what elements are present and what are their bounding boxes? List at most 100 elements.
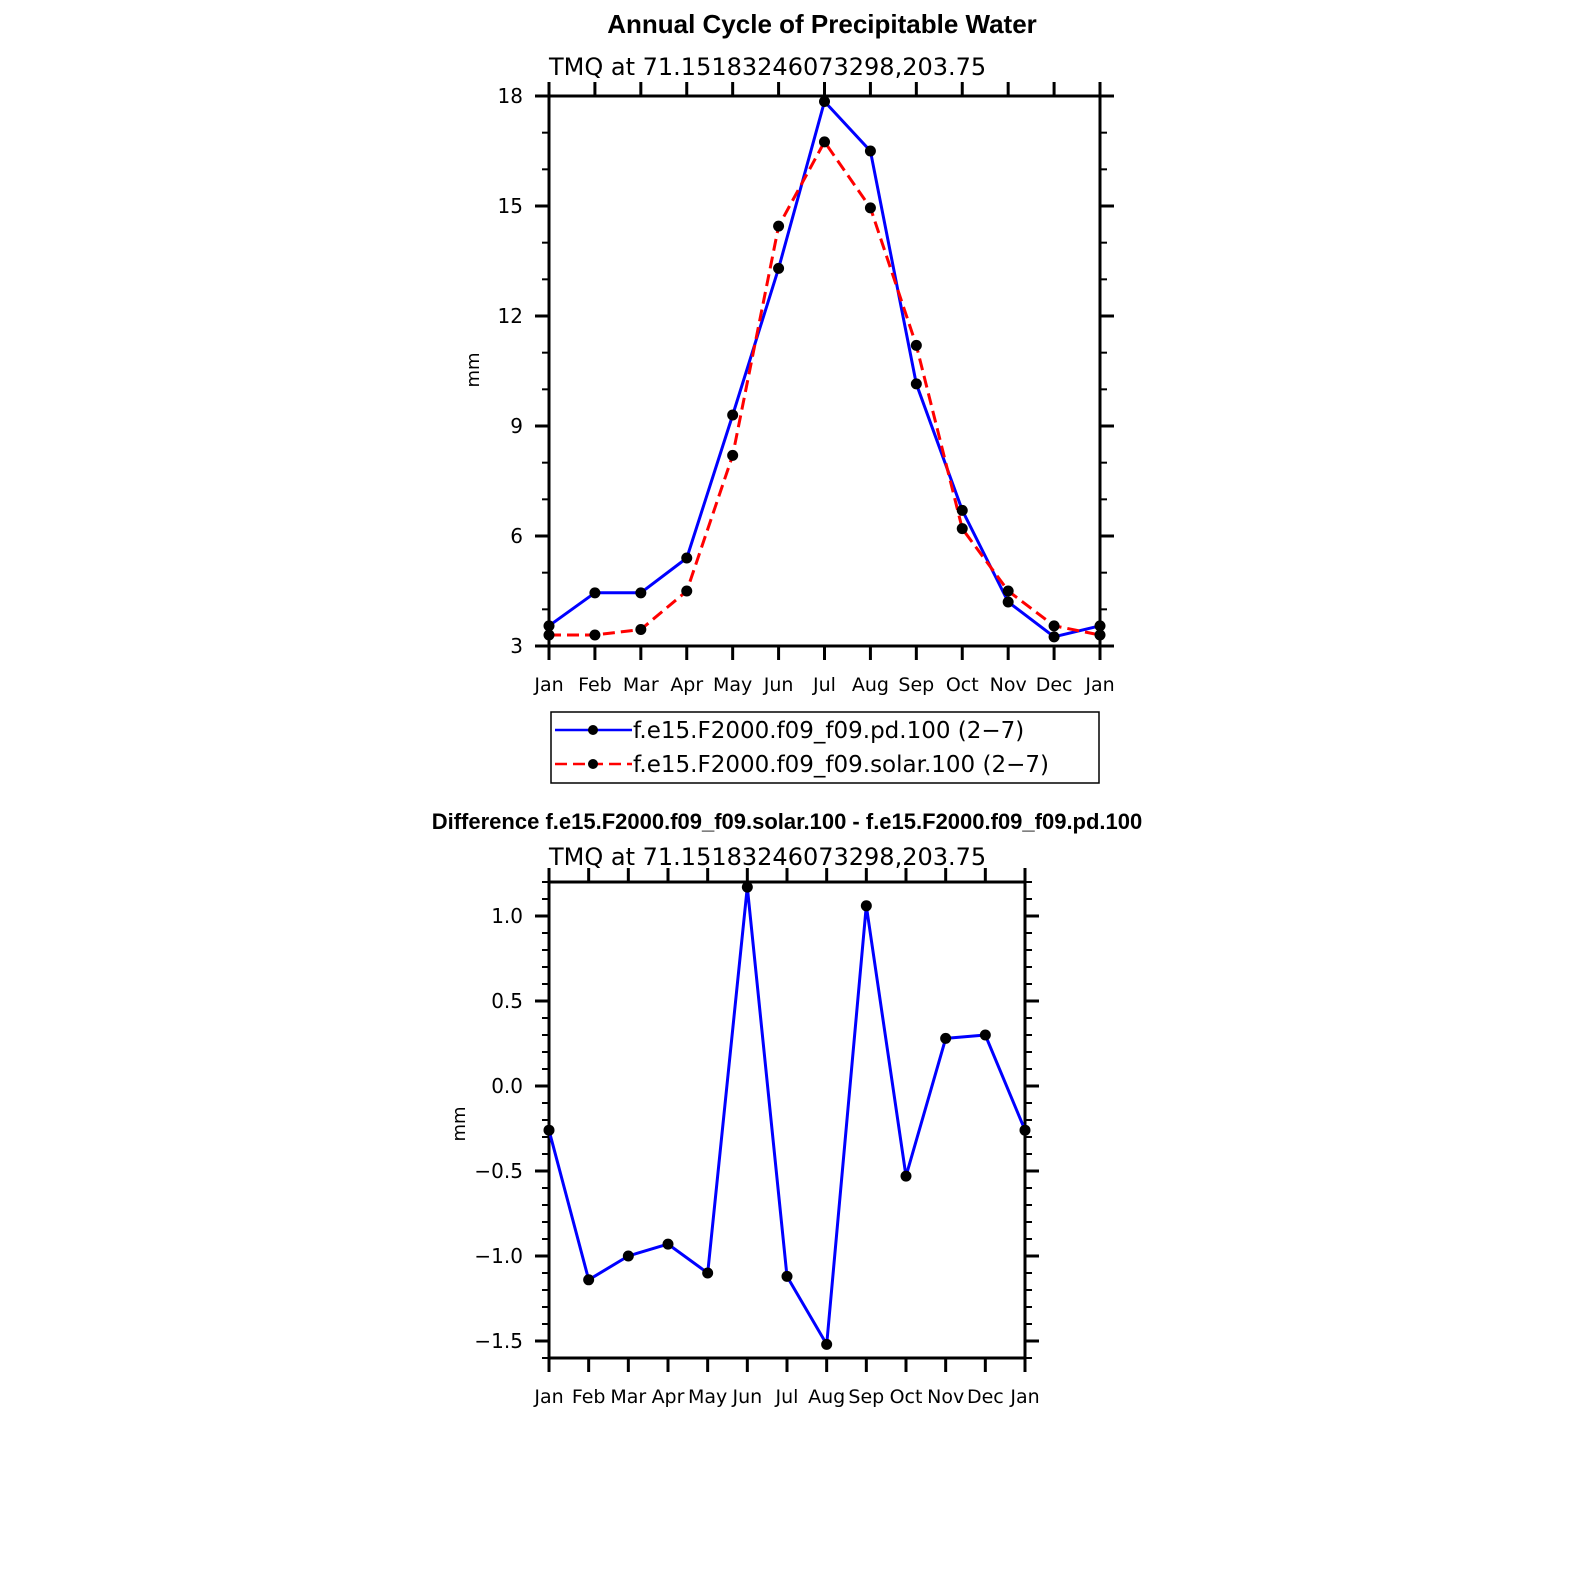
plot-frame (547, 94, 1102, 648)
y-tick-label: 0.0 (491, 1074, 523, 1098)
x-tick-label: Nov (927, 1386, 964, 1408)
x-tick-label: Oct (890, 1386, 923, 1408)
data-point (543, 629, 555, 641)
y-tick-label: 1.0 (491, 904, 523, 928)
legend-marker-pd (588, 725, 598, 735)
y-axis-label: mm (463, 352, 484, 387)
data-point (900, 1170, 912, 1182)
y-tick-label: 3 (510, 634, 523, 658)
legend-marker-solar (588, 759, 598, 769)
data-point (622, 1250, 634, 1262)
data-point (821, 1338, 833, 1350)
data-point (956, 523, 968, 535)
data-point (543, 620, 555, 632)
y-axis-label: mm (449, 1106, 470, 1141)
legend-entry-pd: f.e15.F2000.f09_f09.pd.100 (2−7) (555, 718, 1024, 744)
data-point (681, 552, 693, 564)
data-point (741, 881, 753, 893)
x-tick-label: Feb (572, 1386, 606, 1408)
data-point (583, 1274, 595, 1286)
x-tick-label: Feb (578, 674, 612, 696)
x-tick-label: Aug (808, 1386, 845, 1408)
legend-entry-solar: f.e15.F2000.f09_f09.solar.100 (2−7) (555, 752, 1049, 778)
data-point (1094, 620, 1106, 632)
series-line-1 (549, 140, 1101, 637)
x-tick-label: Jan (1084, 674, 1114, 696)
data-point (589, 629, 601, 641)
data-point (781, 1270, 793, 1282)
series-lines (548, 100, 1101, 639)
x-tick-label: Jun (731, 1386, 762, 1408)
y-tick-label: 12 (498, 304, 523, 328)
data-point (773, 262, 785, 274)
x-tick-label: Apr (652, 1386, 685, 1408)
x-tick-label: Mar (610, 1386, 646, 1408)
data-point (727, 449, 739, 461)
data-point (727, 409, 739, 421)
data-point (956, 504, 968, 516)
x-tick-label: May (713, 674, 752, 696)
data-point (702, 1267, 714, 1279)
data-point (819, 96, 830, 107)
legend: f.e15.F2000.f09_f09.pd.100 (2−7) f.e15.F… (550, 711, 1100, 784)
data-point (635, 624, 647, 635)
x-tick-label: Oct (946, 674, 979, 696)
data-point (910, 378, 922, 390)
x-tick-label: Nov (990, 674, 1027, 696)
legend-label-solar: f.e15.F2000.f09_f09.solar.100 (2−7) (633, 752, 1049, 778)
data-point (773, 220, 785, 232)
x-tick-label: Jan (533, 1386, 563, 1408)
chart-title: Difference f.e15.F2000.f09_f09.solar.100… (432, 809, 1143, 834)
data-point (979, 1029, 991, 1041)
data-point (1048, 620, 1060, 632)
chart-title: Annual Cycle of Precipitable Water (607, 9, 1037, 39)
data-point (864, 202, 876, 214)
axes: Jan Feb Mar Apr May Jun Jul Aug Sep Oct Nov Dec Jan−… (474, 868, 1040, 1408)
x-tick-label: Dec (967, 1386, 1004, 1408)
data-point (1002, 596, 1014, 608)
data-point (1019, 1124, 1031, 1136)
data-point (940, 1032, 952, 1044)
difference-panel: Difference f.e15.F2000.f09_f09.solar.100… (432, 809, 1143, 1408)
x-tick-label: Sep (898, 674, 934, 696)
data-point (662, 1238, 674, 1250)
y-tick-label: 0.5 (491, 989, 523, 1013)
y-tick-label: −1.0 (474, 1244, 523, 1268)
series-markers (543, 96, 1106, 643)
legend-box (550, 711, 1100, 784)
x-tick-label: Apr (670, 674, 703, 696)
x-tick-label: Dec (1036, 674, 1073, 696)
data-point (1048, 631, 1060, 643)
x-tick-label: Jul (812, 674, 836, 696)
data-point (543, 1124, 555, 1136)
y-tick-label: −1.5 (474, 1329, 523, 1353)
x-tick-label: Jun (763, 674, 794, 696)
x-tick-label: Sep (848, 1386, 884, 1408)
data-point (681, 585, 693, 597)
chart-subtitle: TMQ at 71.15183246073298,203.75 (548, 53, 986, 81)
data-point (864, 145, 876, 157)
y-tick-label: 9 (510, 414, 523, 438)
annual-cycle-panel: Annual Cycle of Precipitable Water TMQ a… (463, 9, 1115, 784)
y-tick-label: 6 (510, 524, 523, 548)
y-tick-label: 18 (498, 84, 523, 108)
x-tick-label: Jul (775, 1386, 799, 1408)
x-tick-label: May (688, 1386, 727, 1408)
data-point (1002, 585, 1014, 597)
data-point (1094, 629, 1106, 641)
x-tick-label: Aug (852, 674, 889, 696)
chart-subtitle: TMQ at 71.15183246073298,203.75 (548, 843, 986, 871)
x-tick-label: Jan (1009, 1386, 1039, 1408)
x-tick-label: Mar (623, 674, 659, 696)
data-point (589, 587, 601, 599)
series-markers (543, 881, 1031, 1350)
data-point (635, 587, 647, 599)
series-line-0 (548, 100, 1101, 639)
y-tick-label: 15 (498, 194, 523, 218)
data-point (819, 136, 830, 148)
legend-label-pd: f.e15.F2000.f09_f09.pd.100 (2−7) (633, 718, 1024, 744)
y-tick-label: −0.5 (474, 1159, 523, 1183)
plot-frame (547, 880, 1027, 1360)
axes: Jan Feb Mar Apr May Jun Jul Aug Sep Oct Nov Dec Jan 3… (498, 82, 1115, 696)
